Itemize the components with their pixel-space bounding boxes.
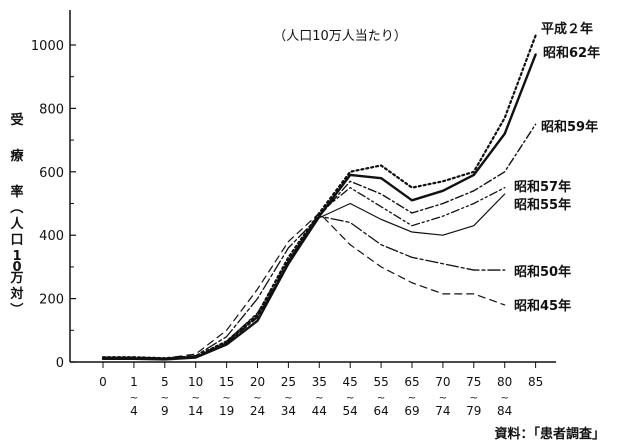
x-tick-label-end: 24	[250, 404, 265, 418]
series-label: 昭和45年	[514, 298, 571, 314]
series-line	[101, 34, 537, 360]
y-tick-label: 800	[39, 102, 64, 117]
x-tick-label: 5	[161, 375, 169, 389]
series-line	[102, 193, 506, 360]
series-lines	[101, 34, 537, 361]
y-axis-label-char: 率	[10, 184, 23, 200]
x-tick-label: 1	[130, 375, 138, 389]
series-line	[102, 123, 537, 360]
y-axis-label-char: （	[8, 200, 24, 213]
x-tick-label: 10	[188, 375, 203, 389]
series-label: 昭和55年	[514, 197, 571, 213]
x-tick-label-end: 9	[161, 404, 169, 418]
x-tick-label-end: 74	[435, 404, 450, 418]
y-axis-label-char: 0	[12, 260, 21, 275]
y-axis-label-char: ）	[8, 302, 24, 315]
x-tick-label-end: 64	[373, 404, 388, 418]
x-tick-label-end: 79	[466, 404, 481, 418]
x-tick-label: 45	[343, 375, 358, 389]
x-tick-range-mark: ~	[161, 393, 169, 404]
series-line	[102, 212, 506, 359]
y-tick-label: 600	[39, 166, 64, 181]
x-tick-label-end: 84	[497, 404, 512, 418]
series-line	[101, 53, 537, 361]
y-tick-label: 200	[39, 293, 64, 308]
x-tick-label: 70	[435, 375, 450, 389]
x-tick-range-mark: ~	[315, 393, 323, 404]
x-tick-label: 85	[528, 375, 543, 389]
x-tick-label: 25	[281, 375, 296, 389]
y-tick-label: 400	[39, 229, 64, 244]
x-tick-range-mark: ~	[470, 393, 478, 404]
x-tick-label-end: 19	[219, 404, 234, 418]
x-tick-label: 20	[250, 375, 265, 389]
x-tick-label-end: 14	[188, 404, 203, 418]
series-line	[102, 186, 506, 360]
series-label: 昭和57年	[514, 179, 571, 195]
x-tick-label-end: 54	[343, 404, 358, 418]
y-axis-label-char: 受	[10, 112, 23, 128]
x-tick-label-end: 4	[130, 404, 138, 418]
x-tick-label: 15	[219, 375, 234, 389]
x-tick-label: 35	[312, 375, 327, 389]
x-tick-label-end: 44	[312, 404, 327, 418]
x-tick-range-mark: ~	[253, 393, 261, 404]
series-label: 平成２年	[541, 21, 593, 37]
chart-subtitle: （人口10万人当たり）	[273, 29, 407, 44]
series-label: 昭和59年	[541, 119, 598, 135]
x-tick-label-end: 34	[281, 404, 296, 418]
x-tick-range-mark: ~	[439, 393, 447, 404]
series-label: 昭和62年	[543, 45, 600, 61]
y-axis-label-char: 万	[9, 271, 23, 286]
x-tick-label: 0	[99, 375, 107, 389]
y-axis-label-char: 対	[9, 286, 23, 302]
x-tick-label: 80	[497, 375, 512, 389]
series-label: 昭和50年	[514, 264, 571, 280]
x-tick-range-mark: ~	[192, 393, 200, 404]
x-tick-range-mark: ~	[222, 393, 230, 404]
x-tick-label-end: 69	[404, 404, 419, 418]
y-axis-label-char: 療	[10, 148, 24, 164]
x-tick-range-mark: ~	[377, 393, 385, 404]
y-tick-label: 0	[56, 356, 64, 371]
y-axis-label-char: 1	[12, 249, 21, 264]
x-tick-label: 65	[404, 375, 419, 389]
y-axis-label-char: 口	[10, 233, 23, 248]
y-axis-label-char: 人	[10, 216, 24, 232]
axes	[69, 10, 556, 363]
x-tick-range-mark: ~	[130, 393, 138, 404]
x-tick-range-mark: ~	[284, 393, 292, 404]
x-tick-range-mark: ~	[408, 393, 416, 404]
x-tick-label: 75	[466, 375, 481, 389]
x-tick-range-mark: ~	[346, 393, 354, 404]
y-tick-label: 1000	[31, 39, 64, 54]
x-tick-range-mark: ~	[501, 393, 509, 404]
x-tick-label: 55	[373, 375, 388, 389]
source-note: 資料：「患者調査」	[494, 426, 605, 442]
